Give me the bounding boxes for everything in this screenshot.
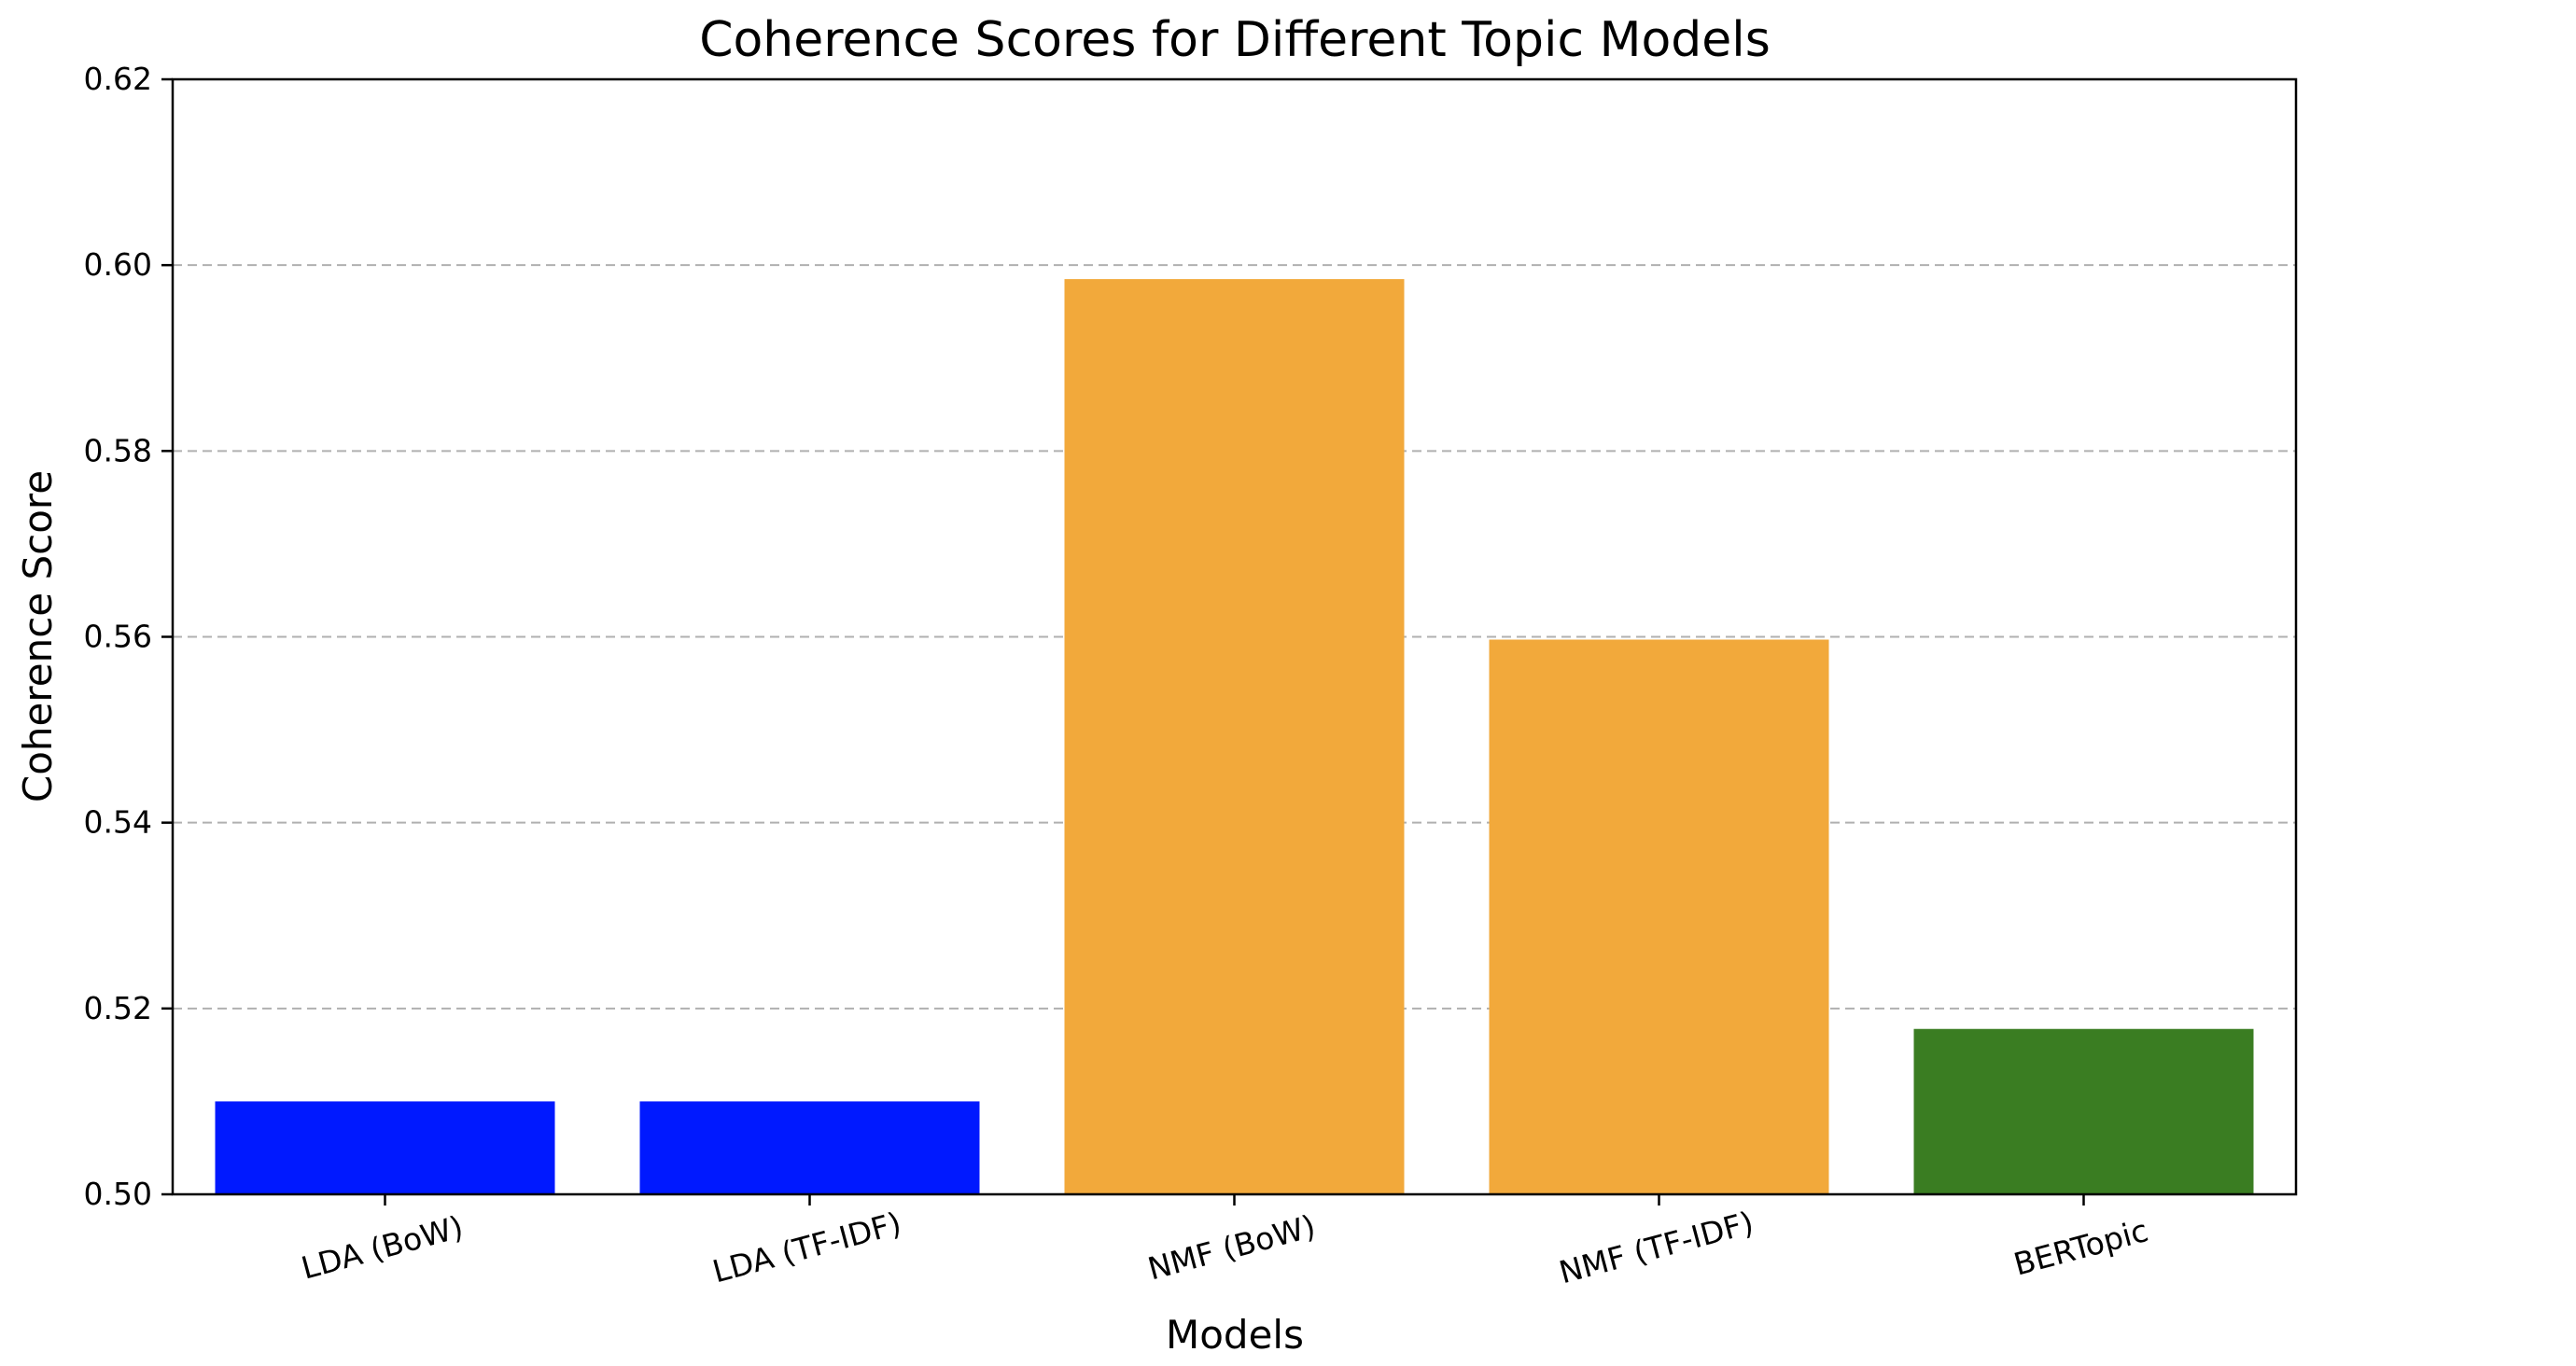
y-tick-label: 0.56 xyxy=(84,619,152,655)
bar-bertopic xyxy=(1913,1028,2254,1194)
chart-title: Coherence Scores for Different Topic Mod… xyxy=(699,12,1771,68)
x-tick-label: NMF (BoW) xyxy=(1144,1207,1320,1287)
x-tick-label: BERTopic xyxy=(2009,1212,2151,1283)
y-tick-label: 0.58 xyxy=(84,432,152,468)
bars xyxy=(215,279,2254,1195)
x-axis: LDA (BoW) LDA (TF-IDF) NMF (BoW) NMF (TF-ID… xyxy=(298,1194,2152,1290)
y-axis-label: Coherence Score xyxy=(15,470,61,802)
bar-nmf-bow xyxy=(1064,279,1405,1195)
y-tick-label: 0.54 xyxy=(84,804,152,841)
x-tick-label: LDA (TF-IDF) xyxy=(708,1205,904,1289)
x-tick-label: LDA (BoW) xyxy=(298,1208,468,1287)
y-tick-label: 0.50 xyxy=(84,1176,152,1212)
bar-lda-bow xyxy=(215,1101,555,1194)
y-tick-label: 0.60 xyxy=(84,246,152,283)
y-tick-label: 0.62 xyxy=(84,61,152,97)
y-axis: 0.50 0.52 0.54 0.56 0.58 0.60 0.62 xyxy=(84,61,173,1212)
bar-nmf-tf-idf xyxy=(1489,639,1829,1194)
y-tick-label: 0.52 xyxy=(84,990,152,1026)
x-tick-label: NMF (TF-IDF) xyxy=(1555,1204,1757,1290)
bar-lda-tf-idf xyxy=(639,1101,980,1194)
x-axis-label: Models xyxy=(1166,1312,1304,1358)
